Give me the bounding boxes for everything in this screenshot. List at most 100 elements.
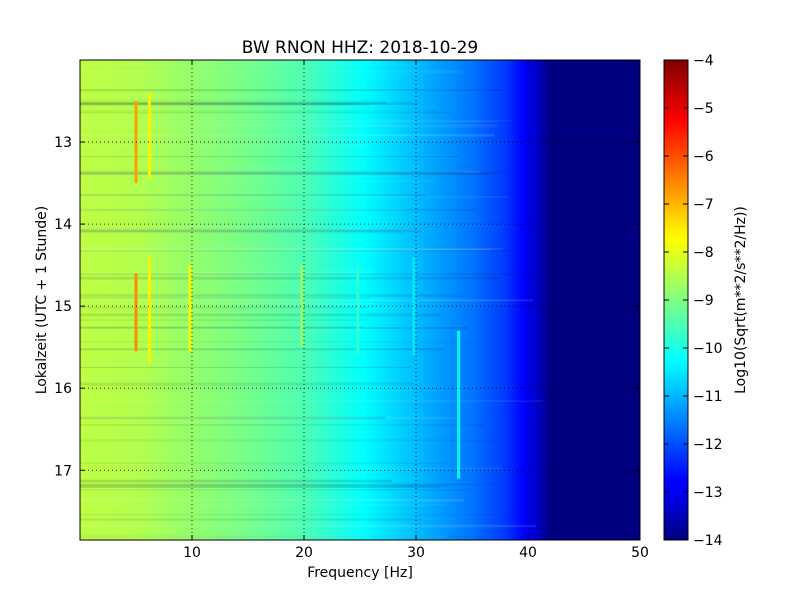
time-band bbox=[80, 110, 438, 113]
heatmap-column bbox=[88, 60, 92, 540]
heatmap-column bbox=[452, 60, 456, 540]
heatmap-column bbox=[488, 60, 493, 540]
heatmap-column bbox=[292, 60, 297, 540]
spectral-line bbox=[457, 330, 461, 479]
heatmap-column bbox=[175, 60, 179, 540]
heatmap-column bbox=[326, 60, 330, 540]
time-band bbox=[80, 247, 503, 250]
colorbar-label: Log10(Sqrt(m**2/s**2/Hz)) bbox=[733, 206, 749, 394]
heatmap-column bbox=[561, 60, 565, 540]
heatmap-column bbox=[236, 60, 241, 540]
heatmap-column bbox=[550, 60, 554, 540]
plot-frame bbox=[79, 59, 641, 541]
heatmap-column bbox=[603, 60, 607, 540]
heatmap-column bbox=[239, 60, 243, 540]
heatmap-column bbox=[161, 60, 165, 540]
heatmap-column bbox=[463, 60, 467, 540]
heatmap-column bbox=[575, 60, 579, 540]
heatmap-column bbox=[558, 60, 563, 540]
heatmap-column bbox=[435, 60, 439, 540]
heatmap-column bbox=[259, 60, 263, 540]
heatmap-column bbox=[276, 60, 280, 540]
colorbar-tick-label: −10 bbox=[693, 341, 723, 357]
time-band bbox=[80, 424, 485, 426]
heatmap-column bbox=[572, 60, 577, 540]
heatmap-column bbox=[144, 60, 148, 540]
time-band bbox=[80, 193, 426, 197]
heatmap-column bbox=[407, 60, 411, 540]
heatmap-column bbox=[248, 60, 252, 540]
heatmap-column bbox=[180, 60, 185, 540]
heatmap-column bbox=[351, 60, 355, 540]
time-band bbox=[80, 341, 486, 343]
heatmap-column bbox=[539, 60, 543, 540]
heatmap-column bbox=[273, 60, 277, 540]
time-band bbox=[80, 484, 450, 487]
time-band bbox=[80, 180, 437, 182]
spectral-line bbox=[147, 256, 151, 364]
heatmap-column bbox=[304, 60, 308, 540]
heatmap-column bbox=[110, 60, 115, 540]
colorbar-tick-label: −12 bbox=[693, 437, 723, 453]
time-band bbox=[80, 144, 370, 148]
time-band bbox=[80, 170, 480, 174]
heatmap-column bbox=[522, 60, 526, 540]
heatmap-column bbox=[334, 60, 339, 540]
heatmap-column bbox=[553, 60, 557, 540]
heatmap-column bbox=[329, 60, 333, 540]
heatmap-column bbox=[432, 60, 437, 540]
heatmap-column bbox=[281, 60, 285, 540]
time-band bbox=[80, 295, 467, 297]
heatmap-column bbox=[169, 60, 173, 540]
heatmap-column bbox=[421, 60, 425, 540]
heatmap-column bbox=[298, 60, 302, 540]
time-band bbox=[80, 348, 444, 351]
heatmap-column bbox=[217, 60, 221, 540]
heatmap-column bbox=[556, 60, 560, 540]
time-band bbox=[80, 249, 519, 252]
time-band bbox=[80, 230, 404, 234]
time-band bbox=[80, 276, 501, 280]
heatmap-column bbox=[264, 60, 269, 540]
time-band bbox=[80, 103, 370, 106]
x-tick-label: 10 bbox=[183, 545, 201, 561]
heatmap-column bbox=[514, 60, 518, 540]
heatmap-column bbox=[343, 60, 347, 540]
time-band bbox=[80, 306, 367, 309]
heatmap-column bbox=[136, 60, 140, 540]
x-axis-label: Frequency [Hz] bbox=[307, 565, 413, 581]
heatmap-column bbox=[284, 60, 288, 540]
y-tick-label: 14 bbox=[54, 217, 72, 233]
y-tick-label: 13 bbox=[54, 135, 72, 151]
heatmap-column bbox=[592, 60, 596, 540]
heatmap-column bbox=[309, 60, 313, 540]
heatmap-column bbox=[564, 60, 568, 540]
colorbar-tick-label: −4 bbox=[693, 53, 714, 69]
heatmap-column bbox=[525, 60, 529, 540]
heatmap-column bbox=[348, 60, 353, 540]
heatmap-column bbox=[477, 60, 481, 540]
heatmap-column bbox=[631, 60, 635, 540]
heatmap-column bbox=[278, 60, 283, 540]
heatmap-column bbox=[91, 60, 95, 540]
heatmap-column bbox=[388, 60, 392, 540]
heatmap-column bbox=[220, 60, 224, 540]
time-band bbox=[80, 416, 461, 419]
heatmap-column bbox=[287, 60, 291, 540]
heatmap-column bbox=[396, 60, 400, 540]
heatmap-column bbox=[586, 60, 591, 540]
time-band bbox=[80, 299, 533, 302]
heatmap-column bbox=[598, 60, 602, 540]
time-band bbox=[80, 462, 446, 464]
heatmap-column bbox=[362, 60, 367, 540]
time-band bbox=[80, 228, 426, 232]
time-band bbox=[80, 293, 448, 296]
time-band bbox=[80, 121, 499, 123]
time-band bbox=[80, 366, 411, 368]
time-band bbox=[80, 489, 469, 491]
heatmap-column bbox=[94, 60, 98, 540]
heatmap-column bbox=[323, 60, 327, 540]
heatmap-column bbox=[295, 60, 299, 540]
heatmap-column bbox=[374, 60, 378, 540]
heatmap-column bbox=[393, 60, 397, 540]
